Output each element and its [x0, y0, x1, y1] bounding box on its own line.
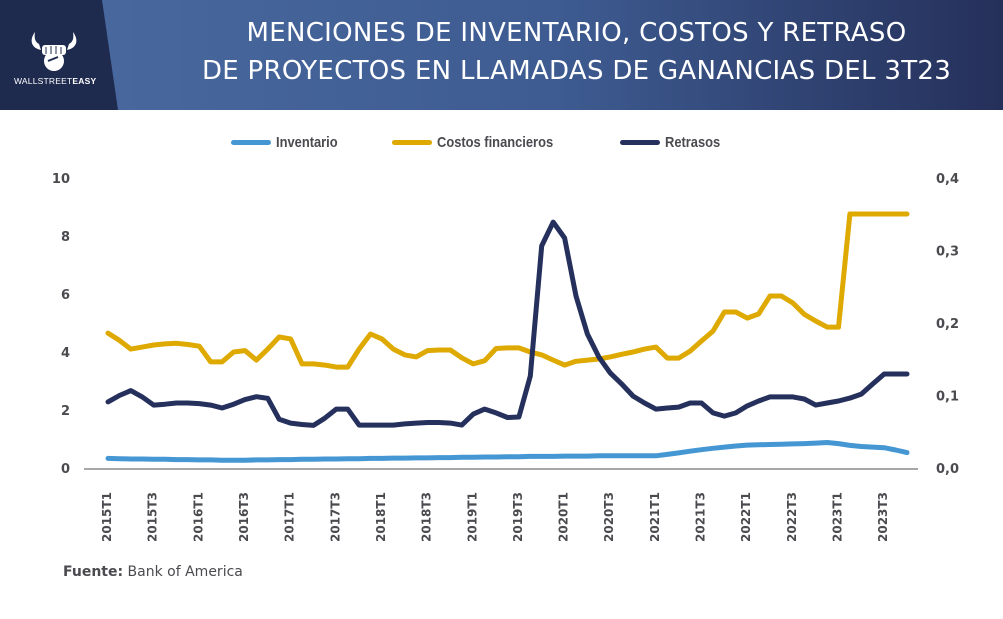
bull-fist-logo-icon: [31, 32, 77, 71]
series-line-inventario: [105, 440, 910, 463]
source-note: Fuente: Bank of America: [63, 564, 243, 580]
source-label: Fuente:: [63, 564, 124, 580]
x-tick-label: 2023T3: [876, 492, 890, 542]
header-banner: [0, 0, 1003, 110]
x-tick-label: 2021T3: [694, 492, 708, 542]
title-line-2: DE PROYECTOS EN LLAMADAS DE GANANCIAS DE…: [201, 56, 952, 86]
legend-label-costos: Costos financieros: [437, 134, 554, 151]
y2-tick-label: 0,2: [936, 317, 959, 332]
legend-swatch-retrasos: [620, 140, 660, 145]
x-tick-label: 2017T1: [283, 492, 297, 542]
y2-tick-label: 0,4: [936, 172, 959, 187]
y2-tick-label: 0,1: [936, 390, 959, 405]
brand-logo: WALLSTREETEASY: [14, 28, 97, 86]
x-tick-label: 2016T1: [191, 492, 205, 542]
legend-swatch-inventario: [231, 140, 271, 145]
x-tick-label: 2018T3: [420, 492, 434, 542]
series-layer: [105, 211, 910, 463]
x-tick-label: 2021T1: [648, 492, 662, 542]
y-tick-label: 10: [52, 172, 70, 187]
y-axis-left: 0 2 4 6 8 10: [52, 172, 70, 477]
y2-tick-label: 0,3: [936, 245, 959, 260]
y-tick-label: 0: [61, 462, 70, 477]
y-tick-label: 2: [61, 404, 70, 419]
brand-name: WALLSTREETEASY: [14, 76, 97, 86]
legend-item-inventario[interactable]: Inventario: [231, 134, 348, 151]
legend-label-retrasos: Retrasos: [665, 134, 721, 151]
x-tick-label: 2022T1: [739, 492, 753, 542]
x-tick-label: 2018T1: [374, 492, 388, 542]
legend-swatch-costos: [392, 140, 432, 145]
legend-item-costos[interactable]: Costos financieros: [392, 134, 572, 151]
y-tick-label: 4: [61, 346, 70, 361]
chart-legend: Inventario Costos financieros Retrasos: [0, 134, 1003, 154]
y2-tick-label: 0,0: [936, 462, 959, 477]
x-tick-label: 2017T3: [328, 492, 342, 542]
title-line-1: MENCIONES DE INVENTARIO, COSTOS Y RETRAS…: [246, 18, 907, 48]
y-tick-label: 8: [61, 230, 70, 245]
series-line-retrasos: [105, 219, 910, 428]
x-tick-label: 2015T3: [146, 492, 160, 542]
page-title: MENCIONES DE INVENTARIO, COSTOS Y RETRAS…: [150, 14, 1003, 90]
source-value: Bank of America: [127, 564, 243, 580]
x-tick-label: 2015T1: [100, 492, 114, 542]
y-tick-label: 6: [61, 288, 70, 303]
series-line-costos-financieros: [105, 211, 910, 370]
x-tick-label: 2023T1: [831, 492, 845, 542]
legend-item-retrasos[interactable]: Retrasos: [620, 134, 729, 151]
x-tick-label: 2020T1: [557, 492, 571, 542]
legend-label-inventario: Inventario: [276, 134, 338, 151]
x-tick-label: 2020T3: [602, 492, 616, 542]
y-axis-right: 0,0 0,1 0,2 0,3 0,4: [936, 172, 959, 477]
x-tick-label: 2016T3: [237, 492, 251, 542]
x-tick-label: 2019T1: [465, 492, 479, 542]
x-tick-label: 2019T3: [511, 492, 525, 542]
x-tick-label: 2022T3: [785, 492, 799, 542]
x-axis: 2015T1 2015T3 2016T1 2016T3 2017T1 2017T3 2018…: [100, 492, 890, 542]
